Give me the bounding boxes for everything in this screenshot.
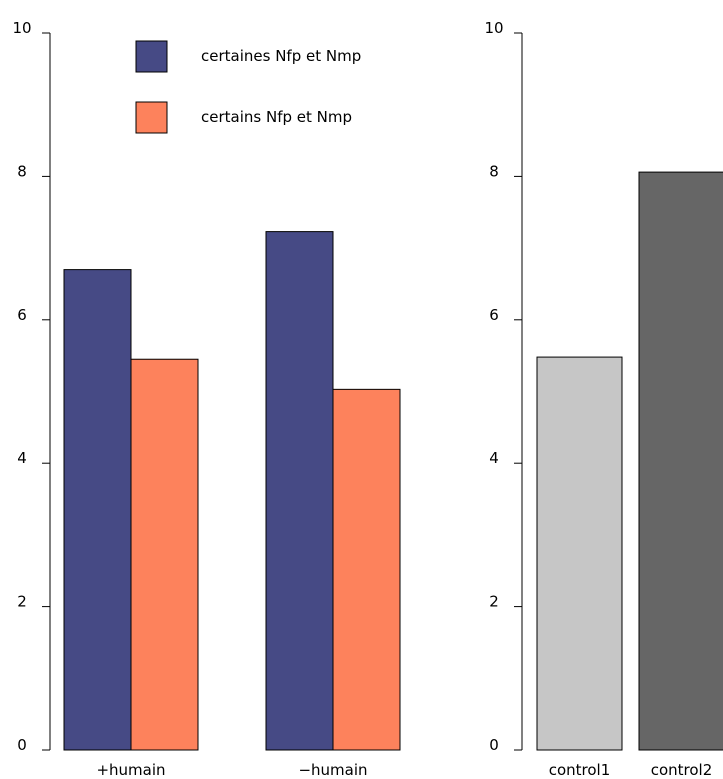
bar-certaines-0 [63,269,132,751]
left-chart-panel: 0 2 4 6 8 10 +humain −humain certaines Nfp et Nm… [12,19,401,779]
x-category-label: control1 [549,761,611,779]
right-y-tick-label: 0 [489,736,499,754]
bar-certains-1 [332,388,401,751]
x-category-label: control2 [651,761,713,779]
left-y-tick-label: 2 [17,593,27,611]
legend-swatch-0 [135,40,168,73]
right-y-tick-label: 2 [489,593,499,611]
right-y-tick-label: 6 [489,306,499,324]
left-y-tick-label: 0 [17,736,27,754]
bar-control1 [536,356,623,751]
right-y-tick-label: 10 [484,19,503,37]
right-y-tick-label: 4 [489,449,499,467]
left-y-tick-label: 4 [17,449,27,467]
bar-certains-0 [130,358,199,751]
bar-control2 [638,171,723,751]
x-category-label: +humain [96,761,165,779]
legend-swatch-1 [135,101,168,134]
x-category-label: −humain [298,761,367,779]
right-chart-panel: 0 2 4 6 8 10 control1 control2 [484,19,723,779]
left-y-tick-label: 8 [17,162,27,180]
left-y-tick-label: 6 [17,306,27,324]
left-y-tick-label: 10 [12,19,31,37]
legend-label-1: certains Nfp et Nmp [201,108,352,126]
right-y-tick-label: 8 [489,162,499,180]
bar-certaines-1 [265,231,334,751]
legend-label-0: certaines Nfp et Nmp [201,47,361,65]
